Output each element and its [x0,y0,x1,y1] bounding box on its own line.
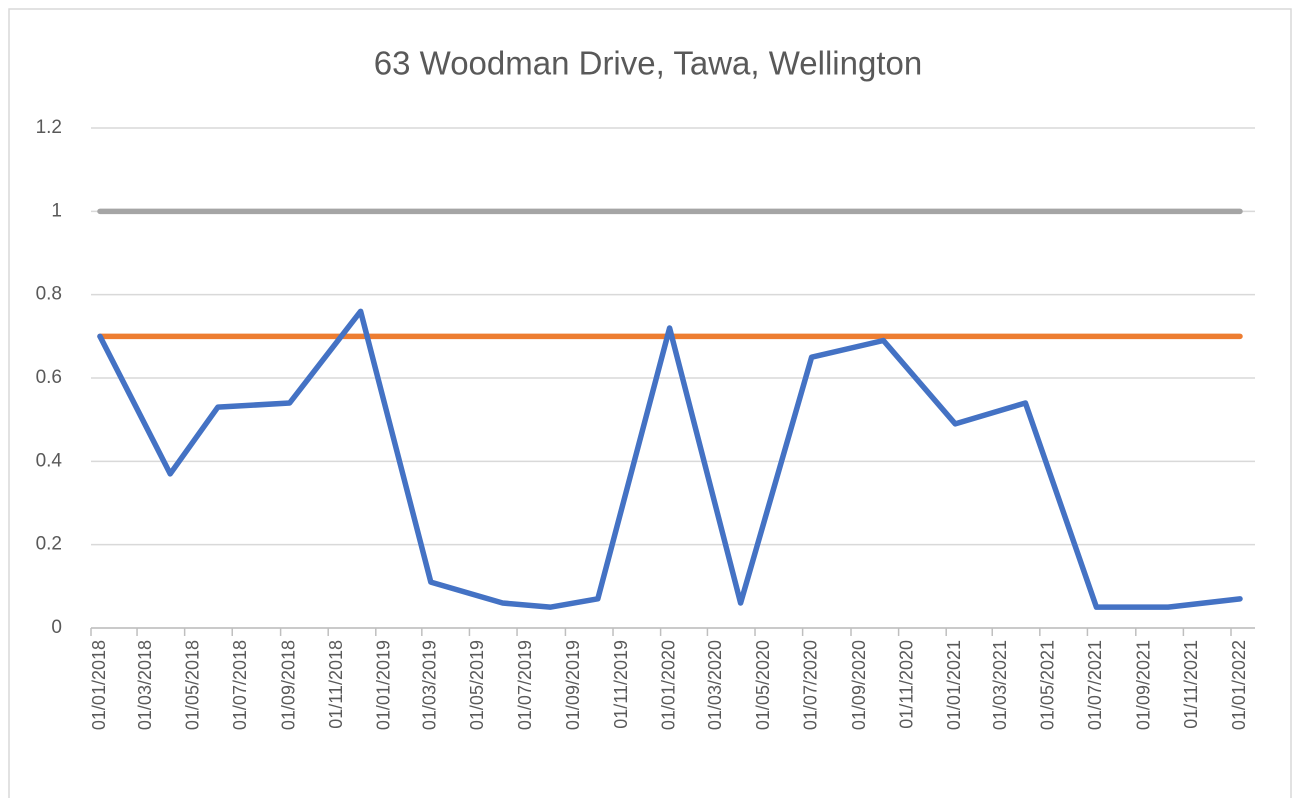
y-tick-label: 1 [51,200,62,221]
y-tick-label: 0.6 [36,367,62,388]
x-tick-label: 01/05/2019 [467,640,487,730]
x-tick-label: 01/05/2018 [182,640,202,730]
x-tick-label: 01/01/2020 [658,640,678,730]
x-tick-label: 01/01/2018 [89,640,109,730]
x-tick-label: 01/03/2021 [990,640,1010,730]
y-tick-label: 1.2 [36,117,62,138]
x-tick-label: 01/11/2021 [1181,640,1201,729]
x-tick-label: 01/11/2020 [896,640,916,729]
y-tick-label: 0.4 [36,450,63,471]
x-tick-label: 01/03/2018 [135,640,155,730]
x-tick-label: 01/07/2021 [1085,640,1105,730]
x-tick-label: 01/05/2020 [753,640,773,730]
x-tick-label: 01/07/2019 [515,640,535,730]
x-tick-label: 01/01/2021 [944,640,964,730]
chart-title: 63 Woodman Drive, Tawa, Wellington [374,45,922,82]
x-tick-label: 01/01/2022 [1229,640,1249,730]
x-tick-label: 01/09/2020 [849,640,869,730]
y-tick-label: 0 [51,617,62,638]
y-tick-label: 0.2 [36,534,62,555]
x-tick-label: 01/11/2018 [326,640,346,729]
x-tick-label: 01/09/2018 [278,640,298,730]
x-tick-label: 01/03/2019 [420,640,440,730]
y-tick-label: 0.8 [36,284,62,305]
x-tick-label: 01/09/2021 [1134,640,1154,730]
x-tick-label: 01/07/2020 [800,640,820,730]
x-tick-label: 01/09/2019 [563,640,583,730]
x-tick-label: 01/01/2019 [374,640,394,730]
series-line [97,308,1243,610]
x-tick-label: 01/05/2021 [1038,640,1058,730]
x-tick-label: 01/11/2019 [611,640,631,729]
x-tick-label: 01/07/2018 [230,640,250,730]
x-tick-label: 01/03/2020 [705,640,725,730]
